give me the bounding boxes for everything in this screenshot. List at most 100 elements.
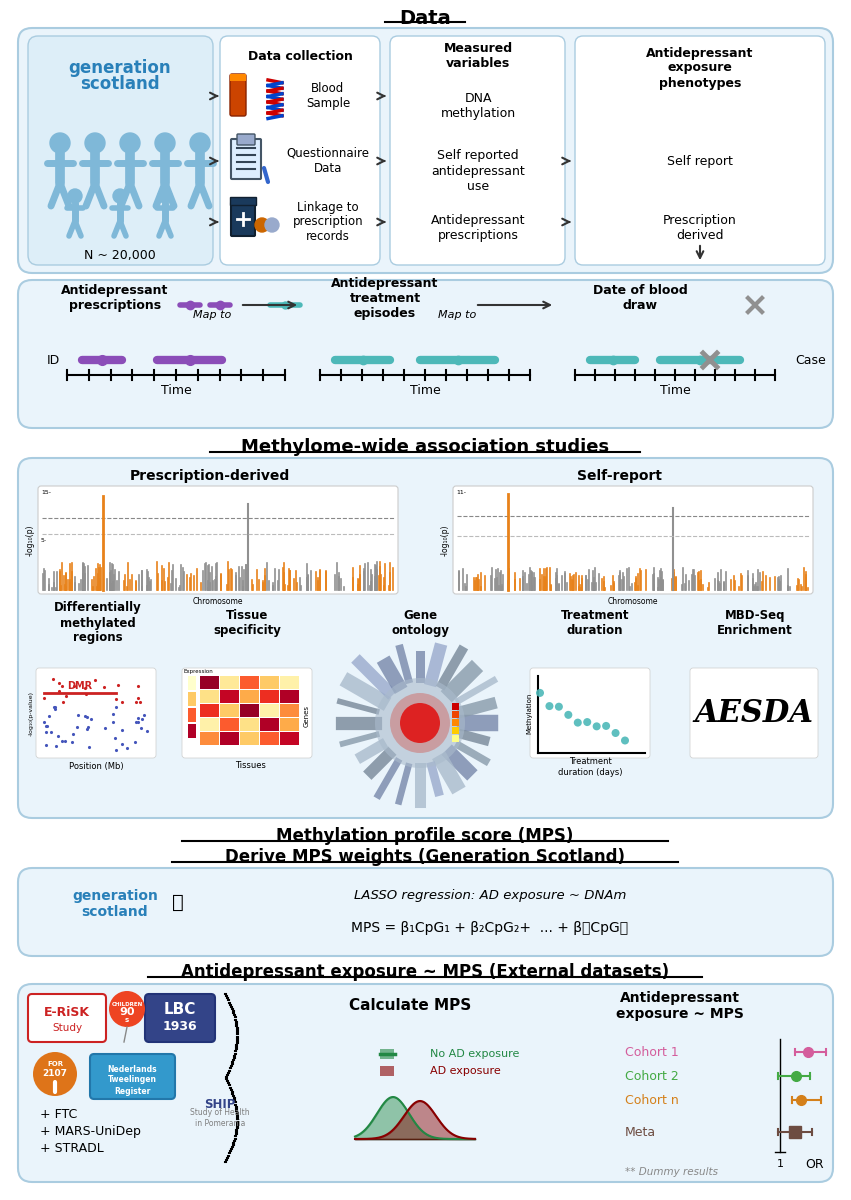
Circle shape [536, 689, 544, 697]
Text: Blood
Sample: Blood Sample [306, 82, 350, 110]
Text: DNA
methylation: DNA methylation [441, 92, 516, 120]
Bar [200, 704, 219, 716]
Bar [260, 732, 279, 745]
Text: Antidepressant
treatment
episodes: Antidepressant treatment episodes [331, 276, 438, 319]
Text: DMR: DMR [67, 680, 93, 691]
Text: Date of blood
draw: Date of blood draw [592, 284, 688, 312]
FancyBboxPatch shape [231, 139, 261, 179]
Text: Time: Time [409, 384, 440, 396]
Text: Treatment
duration (days): Treatment duration (days) [557, 757, 622, 776]
FancyBboxPatch shape [690, 668, 818, 758]
Bar [380, 1049, 394, 1058]
Text: Chromosome: Chromosome [608, 598, 659, 606]
Bar [220, 676, 239, 689]
FancyBboxPatch shape [36, 668, 156, 758]
Text: + STRADL: + STRADL [40, 1141, 104, 1154]
Text: 2107: 2107 [43, 1069, 67, 1079]
Text: Nederlands: Nederlands [107, 1064, 157, 1074]
Circle shape [583, 718, 591, 726]
Text: 1: 1 [776, 1159, 784, 1169]
Text: Expression: Expression [184, 670, 214, 674]
Bar [260, 676, 279, 689]
FancyBboxPatch shape [18, 458, 833, 818]
Text: Meta: Meta [625, 1126, 656, 1139]
Text: 🧬: 🧬 [172, 893, 184, 912]
Text: Differentially
methylated
regions: Differentially methylated regions [54, 601, 142, 644]
Text: Antidepressant
exposure ~ MPS: Antidepressant exposure ~ MPS [616, 991, 744, 1021]
Text: AESDA: AESDA [694, 697, 814, 728]
Text: 1936: 1936 [163, 1020, 197, 1032]
Text: scotland: scotland [82, 905, 148, 919]
Circle shape [400, 703, 440, 743]
FancyBboxPatch shape [145, 994, 215, 1042]
Bar [188, 724, 196, 738]
Text: Antidepressant
exposure
phenotypes: Antidepressant exposure phenotypes [646, 47, 754, 90]
FancyBboxPatch shape [231, 202, 255, 236]
Bar [230, 74, 246, 80]
Circle shape [375, 678, 465, 768]
Circle shape [113, 188, 127, 203]
Bar [220, 718, 239, 731]
Text: Self reported
antidepressant
use: Self reported antidepressant use [431, 150, 525, 192]
Text: Self-report: Self-report [578, 469, 662, 482]
FancyBboxPatch shape [230, 74, 246, 116]
Text: MPS = β₁CpG₁ + β₂CpG₂+  ... + β₝CpG₝: MPS = β₁CpG₁ + β₂CpG₂+ ... + β₝CpG₝ [351, 922, 629, 935]
Circle shape [545, 702, 553, 710]
Text: Chromosome: Chromosome [192, 598, 243, 606]
Text: Position (Mb): Position (Mb) [69, 762, 123, 770]
Bar [280, 704, 299, 716]
Text: scotland: scotland [80, 74, 160, 92]
Bar [280, 718, 299, 731]
Text: Cohort 2: Cohort 2 [625, 1069, 679, 1082]
Circle shape [555, 703, 563, 710]
Text: Register: Register [114, 1086, 150, 1096]
Bar [240, 704, 259, 716]
Text: Map to: Map to [193, 310, 231, 320]
Circle shape [592, 722, 601, 731]
Text: Case: Case [795, 354, 825, 366]
Bar [260, 704, 279, 716]
Circle shape [564, 710, 573, 719]
Bar [280, 676, 299, 689]
Text: Prescription-derived: Prescription-derived [130, 469, 290, 482]
Text: Cohort 1: Cohort 1 [625, 1045, 679, 1058]
Text: Tissue
specificity: Tissue specificity [213, 608, 281, 637]
Text: Tweelingen: Tweelingen [107, 1075, 157, 1085]
Bar [452, 719, 459, 726]
Text: Methylation: Methylation [526, 692, 532, 733]
Text: -log₁₀(p): -log₁₀(p) [441, 524, 450, 556]
Text: Treatment
duration: Treatment duration [561, 608, 629, 637]
Circle shape [603, 722, 610, 730]
Text: 90: 90 [119, 1007, 134, 1018]
Text: MBD-Seq
Enrichment: MBD-Seq Enrichment [717, 608, 793, 637]
Text: AD exposure: AD exposure [430, 1066, 500, 1076]
Text: -log₁₀(p): -log₁₀(p) [26, 524, 35, 556]
Text: Derive MPS weights (Generation Scotland): Derive MPS weights (Generation Scotland) [225, 848, 625, 866]
FancyBboxPatch shape [220, 36, 380, 265]
FancyBboxPatch shape [18, 868, 833, 956]
FancyBboxPatch shape [28, 36, 213, 265]
Bar [260, 690, 279, 703]
Text: Data: Data [399, 8, 451, 28]
FancyBboxPatch shape [530, 668, 650, 758]
Text: E-RiSK: E-RiSK [44, 1006, 90, 1019]
Circle shape [158, 188, 172, 203]
Text: Antidepressant
prescriptions: Antidepressant prescriptions [61, 284, 168, 312]
FancyBboxPatch shape [237, 134, 255, 145]
Circle shape [109, 991, 145, 1027]
Bar [452, 727, 459, 734]
FancyBboxPatch shape [18, 280, 833, 428]
Circle shape [390, 692, 450, 754]
Text: Antidepressant
prescriptions: Antidepressant prescriptions [431, 214, 525, 242]
FancyBboxPatch shape [18, 28, 833, 272]
Text: s: s [125, 1018, 129, 1022]
Circle shape [190, 133, 210, 152]
Text: Self report: Self report [667, 155, 733, 168]
Text: generation: generation [69, 59, 171, 77]
Circle shape [68, 188, 82, 203]
Bar [260, 718, 279, 731]
FancyBboxPatch shape [453, 486, 813, 594]
FancyBboxPatch shape [38, 486, 398, 594]
Text: No AD exposure: No AD exposure [430, 1049, 519, 1058]
Text: 11-: 11- [456, 490, 466, 494]
